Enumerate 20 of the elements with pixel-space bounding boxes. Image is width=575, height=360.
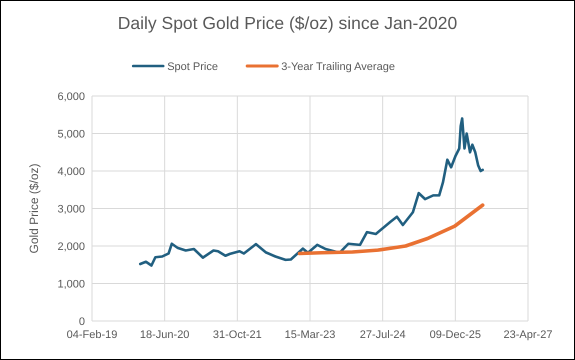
y-tick-label: 6,000 xyxy=(57,90,85,103)
y-tick-label: 1,000 xyxy=(57,278,85,290)
legend-label: Spot Price xyxy=(167,60,218,73)
x-tick-label: 31-Oct-21 xyxy=(212,329,262,341)
y-tick-label: 0 xyxy=(78,316,85,328)
x-tick-label: 27-Jul-24 xyxy=(360,329,406,341)
line-series xyxy=(298,203,484,256)
x-tick-label: 04-Feb-19 xyxy=(66,329,118,341)
y-tick-label: 4,000 xyxy=(57,166,85,178)
x-tick-label: 09-Dec-25 xyxy=(430,329,482,341)
y-tick-label: 2,000 xyxy=(57,240,85,253)
y-tick-label: 5,000 xyxy=(57,128,85,140)
chart-title: Daily Spot Gold Price ($/oz) since Jan-2020 xyxy=(118,13,458,33)
legend-label: 3-Year Trailing Average xyxy=(281,60,395,73)
y-tick-label: 3,000 xyxy=(57,203,85,216)
y-axis-title: Gold Price ($/oz) xyxy=(27,163,41,254)
x-tick-label: 23-Apr-27 xyxy=(504,329,552,341)
line-series xyxy=(138,117,484,267)
x-tick-label: 18-Jun-20 xyxy=(140,329,190,341)
x-tick-label: 15-Mar-23 xyxy=(284,329,336,341)
